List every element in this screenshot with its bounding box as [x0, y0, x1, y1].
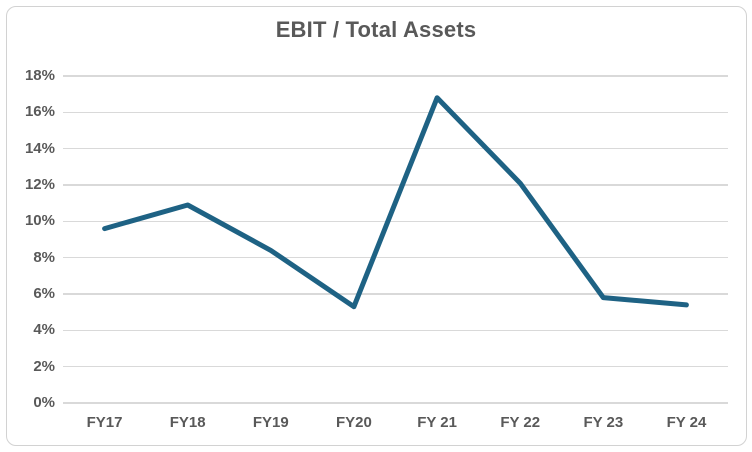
- y-tick-label-16pct: 16%: [24, 103, 55, 121]
- y-tick-label-2pct: 2%: [33, 357, 55, 375]
- gridline-14pct: [63, 147, 728, 150]
- x-tick-label-fy21: FY 21: [417, 414, 457, 431]
- gridline-0pct: [63, 402, 728, 404]
- y-tick-label-10pct: 10%: [24, 212, 55, 230]
- y-tick-label-12pct: 12%: [24, 176, 55, 193]
- x-tick-label-fy24: FY 24: [666, 414, 707, 431]
- x-tick-label-fy18: FY18: [169, 414, 206, 431]
- gridline-16pct: [63, 111, 728, 114]
- y-tick-label-8pct: 8%: [33, 248, 55, 266]
- y-tick-label-18pct: 18%: [24, 67, 55, 84]
- x-tick-label-fy17: FY17: [86, 414, 123, 431]
- chart-frame: [6, 6, 747, 446]
- gridline-18pct: [63, 75, 728, 77]
- y-tick-label-14pct: 14%: [24, 139, 55, 157]
- x-tick-label-fy23: FY 23: [583, 414, 624, 431]
- y-tick-label-6pct: 6%: [33, 285, 55, 302]
- chart-title: EBIT / Total Assets: [275, 17, 477, 42]
- gridline-4pct: [63, 329, 728, 332]
- gridline-10pct: [63, 220, 728, 223]
- gridline-6pct: [63, 293, 728, 295]
- x-tick-label-fy19: FY19: [252, 414, 289, 431]
- gridline-2pct: [63, 365, 728, 368]
- x-tick-label-fy22: FY 22: [500, 414, 541, 431]
- gridline-12pct: [63, 184, 728, 186]
- y-tick-label-0pct: 0%: [33, 394, 55, 411]
- y-tick-label-4pct: 4%: [33, 321, 55, 339]
- gridline-8pct: [63, 256, 728, 259]
- x-tick-label-fy20: FY20: [336, 414, 372, 431]
